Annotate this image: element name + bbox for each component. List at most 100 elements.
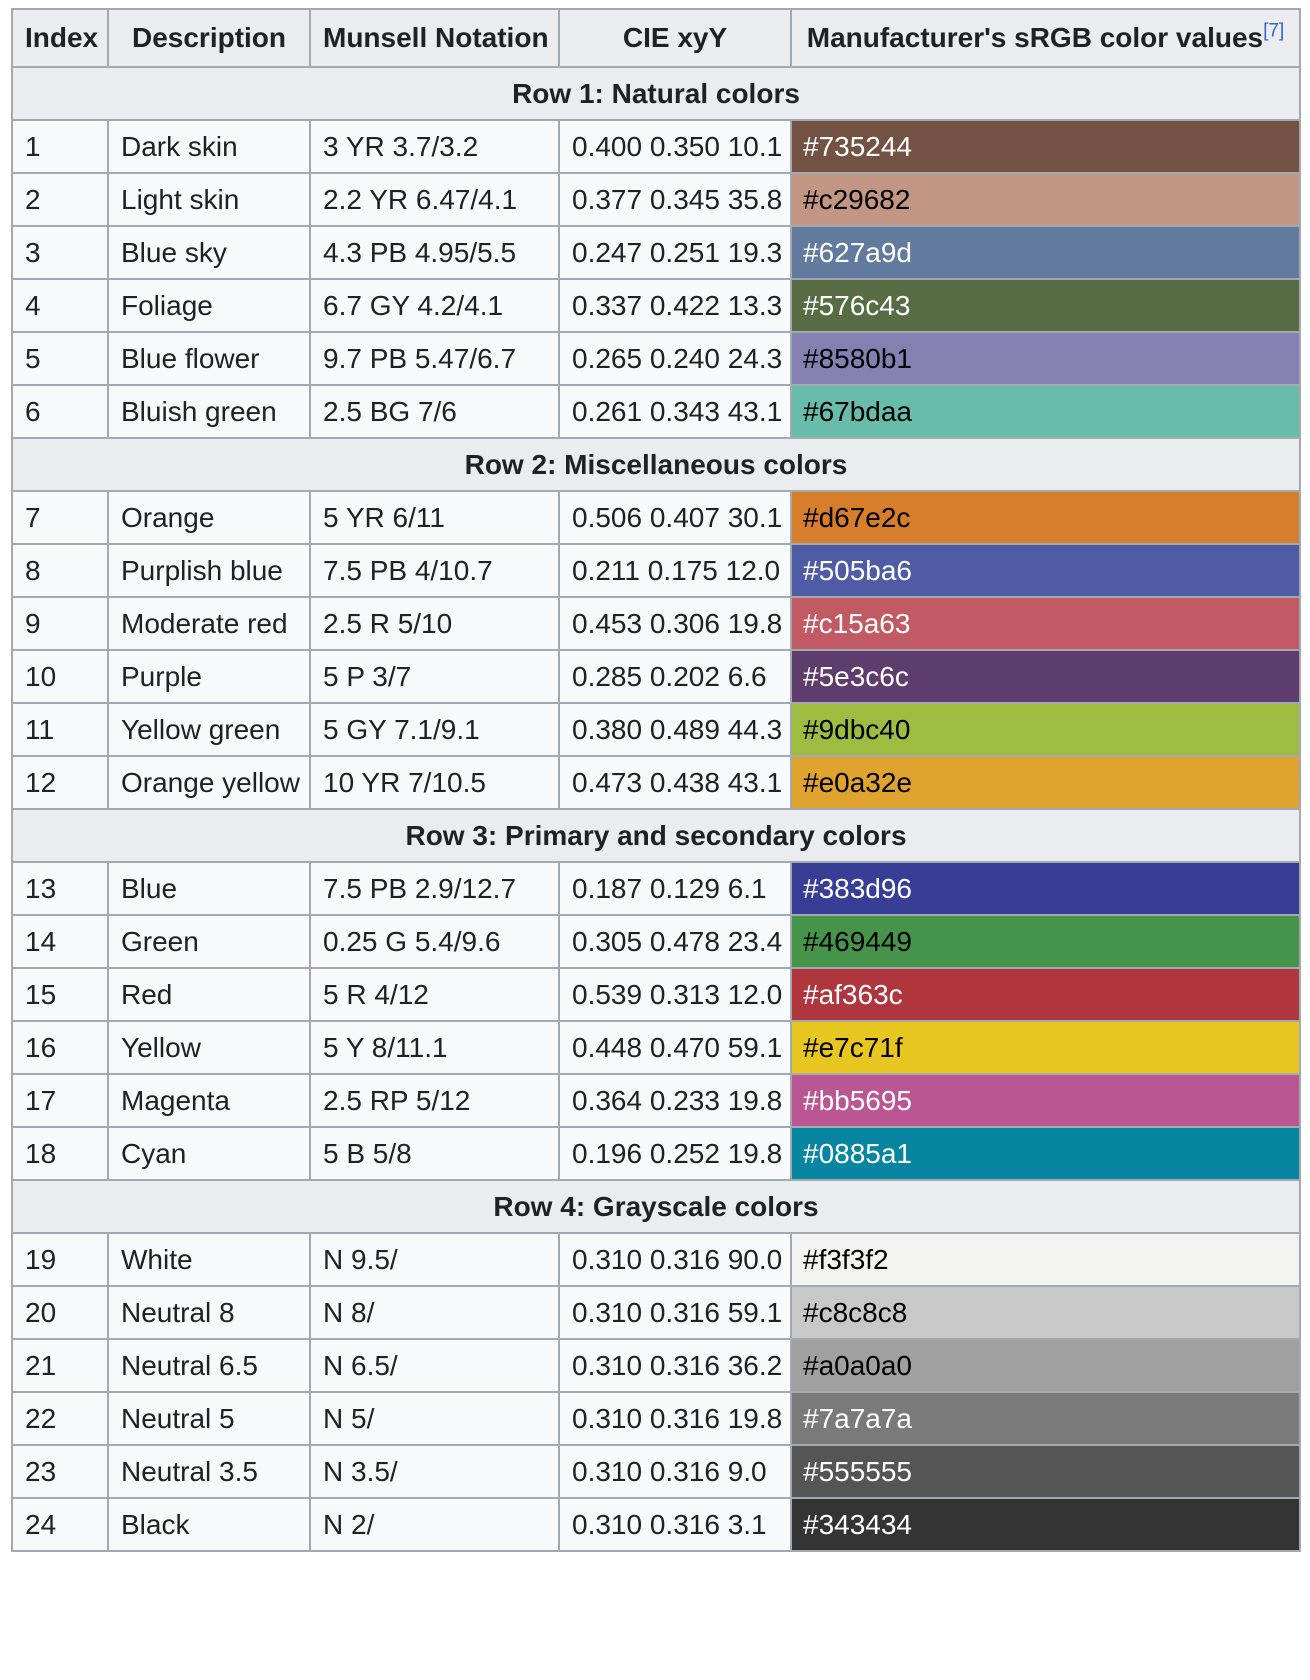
section-title: Row 3: Primary and secondary colors: [11, 808, 1301, 863]
cell-cie-xyy: 0.265 0.240 24.3: [558, 331, 792, 386]
section-header-row: Row 1: Natural colors: [11, 66, 1301, 121]
cell-srgb-swatch: #c8c8c8: [790, 1285, 1301, 1340]
cell-description: Neutral 6.5: [107, 1338, 311, 1393]
table-row: 1 Dark skin 3 YR 3.7/3.2 0.400 0.350 10.1 #7…: [11, 119, 1301, 174]
cell-munsell: 6.7 GY 4.2/4.1: [309, 278, 560, 333]
cell-munsell: 5 B 5/8: [309, 1126, 560, 1181]
cell-srgb-swatch: #c15a63: [790, 596, 1301, 651]
table-row: 16 Yellow 5 Y 8/11.1 0.448 0.470 59.1 #e7c71…: [11, 1020, 1301, 1075]
cell-munsell: 4.3 PB 4.95/5.5: [309, 225, 560, 280]
cell-cie-xyy: 0.377 0.345 35.8: [558, 172, 792, 227]
table-row: 9 Moderate red 2.5 R 5/10 0.453 0.306 19.8 #…: [11, 596, 1301, 651]
cell-srgb-swatch: #7a7a7a: [790, 1391, 1301, 1446]
cell-munsell: 2.2 YR 6.47/4.1: [309, 172, 560, 227]
cell-munsell: N 6.5/: [309, 1338, 560, 1393]
cell-srgb-swatch: #505ba6: [790, 543, 1301, 598]
cell-description: Moderate red: [107, 596, 311, 651]
cell-description: White: [107, 1232, 311, 1287]
cell-srgb-swatch: #8580b1: [790, 331, 1301, 386]
cell-index: 15: [11, 967, 109, 1022]
cell-index: 11: [11, 702, 109, 757]
table-row: 11 Yellow green 5 GY 7.1/9.1 0.380 0.489 44…: [11, 702, 1301, 757]
cell-cie-xyy: 0.506 0.407 30.1: [558, 490, 792, 545]
cell-index: 6: [11, 384, 109, 439]
cell-cie-xyy: 0.247 0.251 19.3: [558, 225, 792, 280]
cell-srgb-swatch: #469449: [790, 914, 1301, 969]
cell-srgb-swatch: #c29682: [790, 172, 1301, 227]
section-title: Row 4: Grayscale colors: [11, 1179, 1301, 1234]
cell-cie-xyy: 0.539 0.313 12.0: [558, 967, 792, 1022]
cell-description: Neutral 8: [107, 1285, 311, 1340]
cell-cie-xyy: 0.310 0.316 59.1: [558, 1285, 792, 1340]
cell-cie-xyy: 0.364 0.233 19.8: [558, 1073, 792, 1128]
reference-link[interactable]: [7]: [1263, 20, 1285, 42]
cell-description: Foliage: [107, 278, 311, 333]
cell-description: Yellow green: [107, 702, 311, 757]
table-row: 8 Purplish blue 7.5 PB 4/10.7 0.211 0.175 1…: [11, 543, 1301, 598]
cell-cie-xyy: 0.285 0.202 6.6: [558, 649, 792, 704]
table-row: 6 Bluish green 2.5 BG 7/6 0.261 0.343 43.1 #…: [11, 384, 1301, 439]
table-row: 13 Blue 7.5 PB 2.9/12.7 0.187 0.129 6.1 #383…: [11, 861, 1301, 916]
header-srgb-label: Manufacturer's sRGB color values: [806, 22, 1264, 53]
cell-cie-xyy: 0.310 0.316 36.2: [558, 1338, 792, 1393]
table-row: 19 White N 9.5/0.310 0.316 90.0 #f3f3f2: [11, 1232, 1301, 1287]
cell-index: 3: [11, 225, 109, 280]
section-title: Row 1: Natural colors: [11, 66, 1301, 121]
cell-munsell: 3 YR 3.7/3.2: [309, 119, 560, 174]
cell-srgb-swatch: #67bdaa: [790, 384, 1301, 439]
cell-srgb-swatch: #9dbc40: [790, 702, 1301, 757]
cell-munsell: N 9.5/: [309, 1232, 560, 1287]
cell-index: 16: [11, 1020, 109, 1075]
cell-index: 20: [11, 1285, 109, 1340]
cell-cie-xyy: 0.448 0.470 59.1: [558, 1020, 792, 1075]
cell-cie-xyy: 0.310 0.316 3.1: [558, 1497, 792, 1552]
cell-cie-xyy: 0.380 0.489 44.3: [558, 702, 792, 757]
cell-description: Light skin: [107, 172, 311, 227]
header-description: Description: [107, 8, 311, 68]
cell-index: 22: [11, 1391, 109, 1446]
cell-index: 18: [11, 1126, 109, 1181]
cell-description: Purple: [107, 649, 311, 704]
cell-cie-xyy: 0.453 0.306 19.8: [558, 596, 792, 651]
cell-srgb-swatch: #555555: [790, 1444, 1301, 1499]
cell-cie-xyy: 0.261 0.343 43.1: [558, 384, 792, 439]
cell-munsell: 5 YR 6/11: [309, 490, 560, 545]
cell-description: Black: [107, 1497, 311, 1552]
cell-index: 10: [11, 649, 109, 704]
cell-srgb-swatch: #e0a32e: [790, 755, 1301, 810]
cell-srgb-swatch: #5e3c6c: [790, 649, 1301, 704]
cell-srgb-swatch: #343434: [790, 1497, 1301, 1552]
cell-cie-xyy: 0.400 0.350 10.1: [558, 119, 792, 174]
table-row: 2 Light skin 2.2 YR 6.47/4.1 0.377 0.345 35…: [11, 172, 1301, 227]
table-row: 10 Purple 5 P 3/7 0.285 0.202 6.6 #5e3c6c: [11, 649, 1301, 704]
table-row: 21 Neutral 6.5 N 6.5/0.310 0.316 36.2 #a0a0…: [11, 1338, 1301, 1393]
cell-cie-xyy: 0.310 0.316 90.0: [558, 1232, 792, 1287]
cell-munsell: 2.5 R 5/10: [309, 596, 560, 651]
table-row: 4 Foliage 6.7 GY 4.2/4.1 0.337 0.422 13.3 #5…: [11, 278, 1301, 333]
table-row: 23 Neutral 3.5 N 3.5/0.310 0.316 9.0 #55555…: [11, 1444, 1301, 1499]
cell-description: Blue flower: [107, 331, 311, 386]
cell-cie-xyy: 0.337 0.422 13.3: [558, 278, 792, 333]
table-row: 24 Black N 2/0.310 0.316 3.1 #343434: [11, 1497, 1301, 1552]
cell-index: 5: [11, 331, 109, 386]
table-row: 12 Orange yellow 10 YR 7/10.5 0.473 0.438 4…: [11, 755, 1301, 810]
cell-description: Orange yellow: [107, 755, 311, 810]
section-title: Row 2: Miscellaneous colors: [11, 437, 1301, 492]
table-row: 5 Blue flower 9.7 PB 5.47/6.7 0.265 0.240 2…: [11, 331, 1301, 386]
cell-srgb-swatch: #383d96: [790, 861, 1301, 916]
cell-srgb-swatch: #576c43: [790, 278, 1301, 333]
cell-munsell: 5 Y 8/11.1: [309, 1020, 560, 1075]
cell-munsell: 2.5 BG 7/6: [309, 384, 560, 439]
cell-srgb-swatch: #627a9d: [790, 225, 1301, 280]
cell-index: 8: [11, 543, 109, 598]
header-srgb-values: Manufacturer's sRGB color values[7]: [790, 8, 1301, 68]
table-row: 17 Magenta 2.5 RP 5/12 0.364 0.233 19.8 #bb5…: [11, 1073, 1301, 1128]
cell-munsell: 5 P 3/7: [309, 649, 560, 704]
cell-srgb-swatch: #a0a0a0: [790, 1338, 1301, 1393]
cell-index: 17: [11, 1073, 109, 1128]
cell-munsell: N 8/: [309, 1285, 560, 1340]
cell-description: Yellow: [107, 1020, 311, 1075]
cell-description: Dark skin: [107, 119, 311, 174]
header-index: Index: [11, 8, 109, 68]
